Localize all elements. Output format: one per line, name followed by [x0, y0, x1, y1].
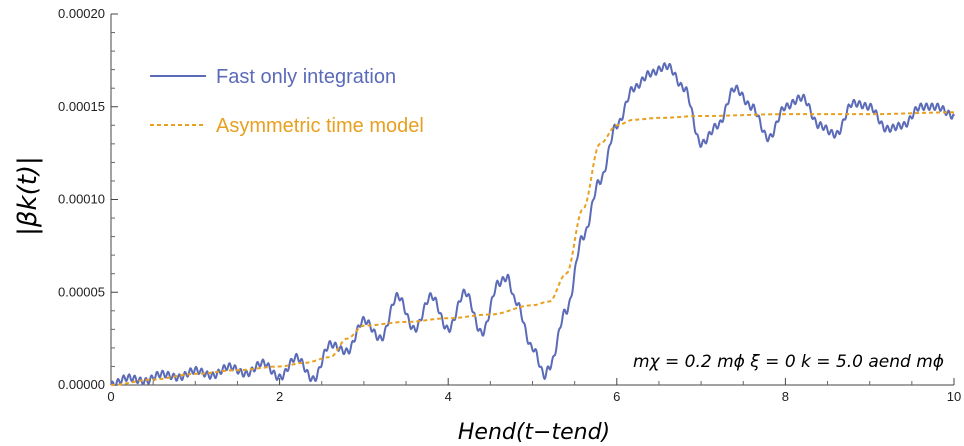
y-tick-label: 0.00000: [58, 377, 105, 392]
series-line-fast-only: [110, 62, 955, 386]
x-tick-label: 10: [947, 389, 961, 404]
x-tick-label: 8: [782, 389, 789, 404]
parameter-annotation: mχ = 0.2 mϕ ξ = 0 k = 5.0 aend mϕ: [633, 352, 944, 372]
series-layer: [110, 62, 955, 386]
series-line-asymmetric: [110, 111, 955, 386]
x-axis-title: Hend(t−tend): [458, 420, 610, 445]
legend: Fast only integration Asymmetric time mo…: [150, 66, 424, 137]
y-axis-title-text: |βk(t)|: [13, 156, 43, 236]
x-tick-label: 2: [276, 389, 283, 404]
legend-label-asymmetric: Asymmetric time model: [216, 115, 424, 137]
y-tick-label: 0.00010: [58, 192, 105, 207]
axes: 0 2 4 6 8 10 0.00000 0.00005 0.00010 0.00015 0.000…: [58, 6, 961, 404]
legend-label-fast: Fast only integration: [216, 66, 396, 88]
x-tick-label: 0: [107, 389, 114, 404]
y-axis-title: |βk(t)|: [13, 156, 43, 236]
y-tick-label: 0.00015: [58, 99, 105, 114]
y-tick-label: 0.00020: [58, 6, 105, 21]
x-tick-label: 6: [613, 389, 620, 404]
y-tick-label: 0.00005: [58, 284, 105, 299]
x-tick-label: 4: [445, 389, 452, 404]
